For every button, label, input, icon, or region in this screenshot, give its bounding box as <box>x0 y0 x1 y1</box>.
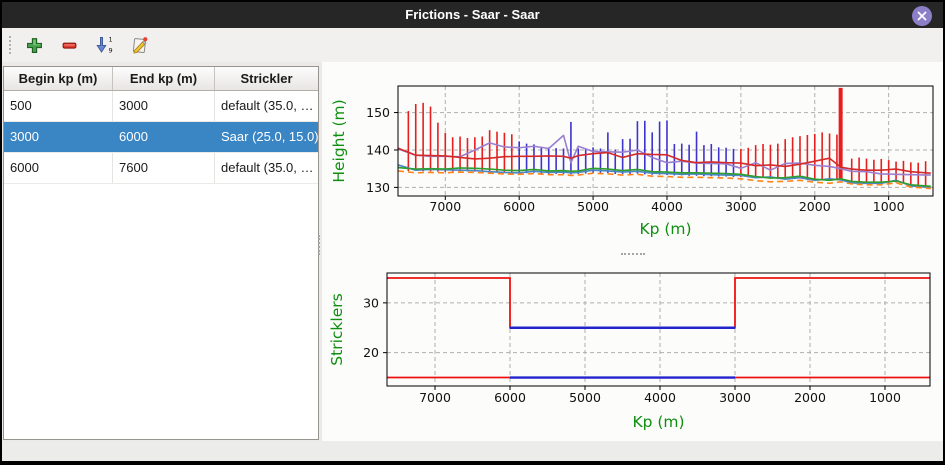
column-header-begin-kp[interactable]: Begin kp (m) <box>4 67 113 90</box>
plus-icon <box>26 37 42 53</box>
svg-text:1000: 1000 <box>869 390 901 405</box>
svg-text:5000: 5000 <box>569 390 601 405</box>
toolbar: 1 9 <box>2 28 943 62</box>
splitter-grip-icon <box>620 252 645 255</box>
cell-end-kp[interactable]: 3000 <box>113 91 215 121</box>
sort-ascending-icon: 1 9 <box>96 36 113 55</box>
window-title: Frictions - Saar - Saar <box>405 7 540 22</box>
svg-text:30: 30 <box>363 295 379 310</box>
svg-text:20: 20 <box>363 345 379 360</box>
cell-strickler[interactable]: default (35.0, … <box>221 98 314 113</box>
sort-button[interactable]: 1 9 <box>92 33 116 57</box>
cell-begin-kp[interactable]: 500 <box>4 91 113 121</box>
svg-text:3000: 3000 <box>719 390 751 405</box>
svg-text:9: 9 <box>109 47 113 55</box>
table-header-row: Begin kp (m) End kp (m) Strickler <box>4 67 318 91</box>
svg-text:Stricklers: Stricklers <box>328 293 346 365</box>
frictions-table: Begin kp (m) End kp (m) Strickler 500 30… <box>3 66 319 440</box>
column-header-end-kp[interactable]: End kp (m) <box>113 67 215 90</box>
svg-text:2000: 2000 <box>799 199 831 214</box>
cell-end-kp[interactable]: 7600 <box>113 153 215 183</box>
svg-text:130: 130 <box>366 180 390 195</box>
stricklers-step-chart: 7000 6000 5000 4000 3000 2000 1000 20 30 Kp (m) St… <box>328 272 931 431</box>
main-area: Begin kp (m) End kp (m) Strickler 500 30… <box>2 62 943 441</box>
svg-text:2000: 2000 <box>794 390 826 405</box>
titlebar: Frictions - Saar - Saar <box>2 2 943 28</box>
column-header-strickler[interactable]: Strickler <box>240 71 293 86</box>
charts-panel: 7000 6000 5000 4000 3000 2000 1000 130 140 150 Kp … <box>322 62 943 441</box>
cell-end-kp[interactable]: 6000 <box>113 122 215 152</box>
cell-begin-kp[interactable]: 6000 <box>4 153 113 183</box>
svg-text:5000: 5000 <box>577 199 609 214</box>
minus-icon <box>62 42 76 49</box>
svg-text:Height (m): Height (m) <box>330 99 348 182</box>
close-icon <box>917 11 927 21</box>
svg-text:140: 140 <box>366 142 390 157</box>
horizontal-splitter[interactable] <box>322 247 943 260</box>
edit-button[interactable] <box>127 33 151 57</box>
add-row-button[interactable] <box>22 33 46 57</box>
table-row[interactable]: 3000 6000 Saar (25.0, 15.0) <box>4 122 318 153</box>
svg-text:4000: 4000 <box>644 390 676 405</box>
vertical-splitter-handle[interactable] <box>318 235 324 255</box>
remove-row-button[interactable] <box>57 33 81 57</box>
svg-text:7000: 7000 <box>429 199 461 214</box>
close-button[interactable] <box>912 6 932 26</box>
svg-text:Kp (m): Kp (m) <box>632 413 684 431</box>
svg-text:6000: 6000 <box>494 390 526 405</box>
table-row[interactable]: 500 3000 default (35.0, … <box>4 91 318 122</box>
edit-icon <box>132 36 147 53</box>
status-bar <box>2 441 943 461</box>
svg-text:3000: 3000 <box>725 199 757 214</box>
svg-text:4000: 4000 <box>651 199 683 214</box>
cell-strickler[interactable]: Saar (25.0, 15.0) <box>215 122 318 152</box>
toolbar-drag-handle[interactable] <box>9 36 11 54</box>
svg-text:6000: 6000 <box>503 199 535 214</box>
cell-begin-kp[interactable]: 3000 <box>4 122 113 152</box>
svg-text:1000: 1000 <box>873 199 905 214</box>
svg-text:Kp (m): Kp (m) <box>639 220 691 238</box>
table-row[interactable]: 6000 7600 default (35.0, … <box>4 153 318 184</box>
svg-text:1: 1 <box>109 36 113 44</box>
svg-text:7000: 7000 <box>419 390 451 405</box>
cell-strickler[interactable]: default (35.0, … <box>221 160 314 175</box>
height-profile-chart: 7000 6000 5000 4000 3000 2000 1000 130 140 150 Kp … <box>330 85 934 238</box>
svg-text:150: 150 <box>366 105 390 120</box>
